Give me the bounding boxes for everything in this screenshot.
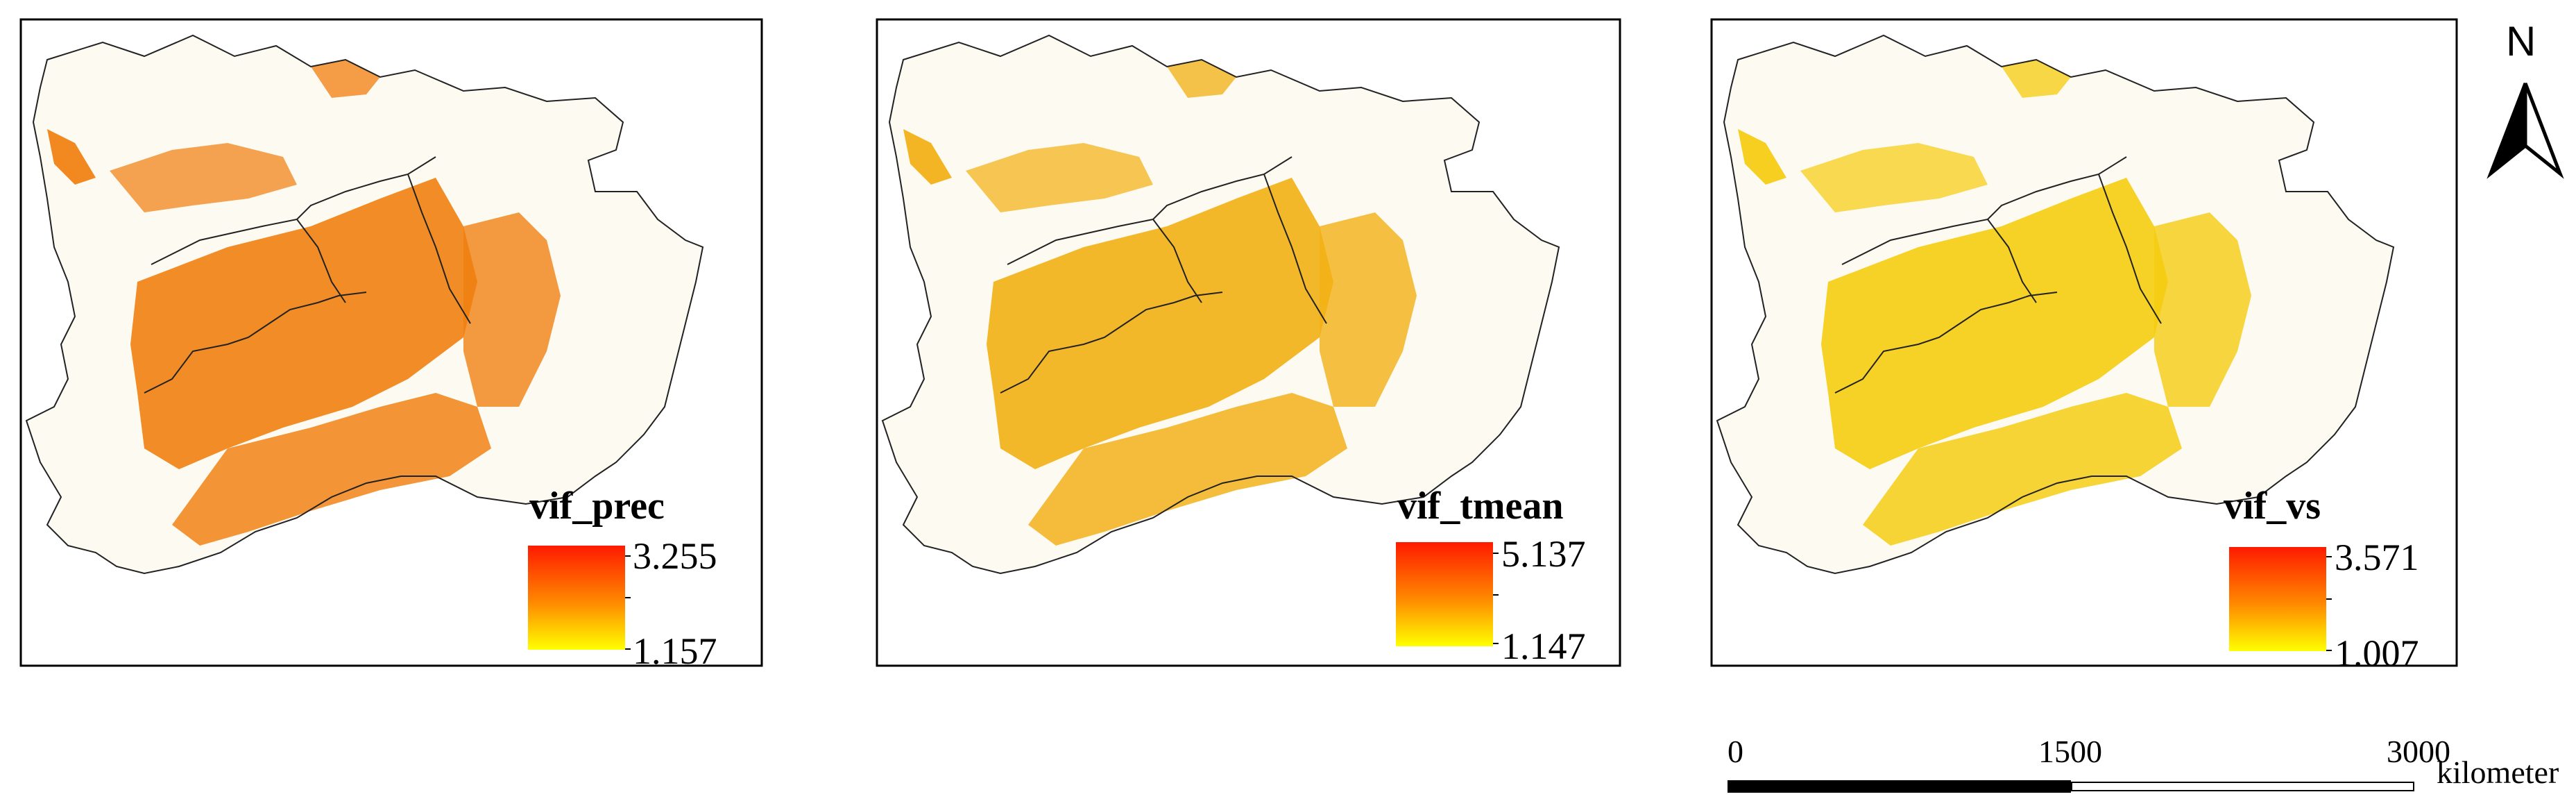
scale-bar: 0 1500 3000 kilometer [1728, 734, 2559, 805]
raster-patch [2154, 212, 2251, 407]
map-frame-prec [19, 18, 763, 667]
province-boundary [2098, 174, 2162, 324]
legend-title-vs: vif_vs [2224, 485, 2321, 528]
legend-max-tmean: 5.137 [1501, 533, 1586, 575]
legend-tick-mid-vs [2326, 598, 2332, 600]
raster-patch [1821, 178, 2168, 469]
map-panel-vs: vif_vs 3.571 1.007 [1710, 18, 2458, 672]
legend-tick-mid-tmean [1493, 594, 1499, 596]
raster-patch [110, 143, 297, 212]
map-frame-tmean [876, 18, 1621, 667]
scale-tick-3000: 3000 [2387, 734, 2450, 769]
province-boundary [1007, 156, 1293, 265]
province-boundary [407, 174, 471, 324]
legend-tick-mid-prec [625, 597, 631, 598]
raster-patch [1167, 60, 1236, 98]
legend-min-tmean: 1.147 [1501, 625, 1586, 667]
province-boundary [151, 156, 436, 265]
legend-colorbar-tmean [1396, 542, 1493, 646]
scale-unit: kilometer [2437, 755, 2559, 790]
province-boundary [1834, 292, 2058, 394]
scale-tick-1500: 1500 [2038, 734, 2102, 769]
north-arrow-icon [2487, 83, 2564, 179]
raster-patch [311, 60, 380, 98]
legend-tick-max-vs [2326, 556, 2332, 557]
raster-patch [903, 129, 952, 185]
province-boundary [1987, 219, 2037, 303]
raster-patch [966, 143, 1153, 212]
scale-tick-0: 0 [1728, 734, 1743, 769]
province-boundary [1152, 219, 1202, 303]
legend-min-vs: 1.007 [2335, 632, 2419, 674]
region-outline [1716, 34, 2395, 575]
legend-colorbar-prec [528, 546, 625, 650]
raster-patch [1800, 143, 1988, 212]
region-outline [25, 34, 704, 575]
raster-patch [172, 393, 491, 546]
legend-tick-max-tmean [1493, 553, 1499, 554]
province-boundary [296, 219, 346, 303]
province-boundary [144, 292, 367, 394]
legend-title-tmean: vif_tmean [1397, 485, 1564, 528]
north-label: N [2506, 18, 2536, 65]
raster-patch [987, 178, 1333, 469]
scale-segment-filled [1728, 780, 2071, 793]
legend-max-vs: 3.571 [2335, 537, 2419, 578]
legend-tick-max-prec [625, 555, 631, 557]
raster-patch [463, 212, 561, 407]
map-frame-vs [1710, 18, 2458, 667]
map-panel-tmean: vif_tmean 5.137 1.147 [876, 18, 1621, 667]
map-panel-prec: vif_prec 3.255 1.157 [19, 18, 763, 672]
legend-tick-min-prec [625, 648, 631, 650]
raster-patch [1320, 212, 1417, 407]
legend-tick-min-vs [2326, 650, 2332, 651]
province-boundary [1263, 174, 1327, 324]
raster-patch [1028, 393, 1347, 546]
raster-patch [130, 178, 477, 469]
raster-patch [2002, 60, 2071, 98]
raster-patch [1738, 129, 1786, 185]
legend-min-prec: 1.157 [633, 630, 717, 672]
legend-colorbar-vs [2229, 547, 2326, 651]
map-layer [1710, 18, 2458, 667]
province-boundary [1841, 156, 2127, 265]
map-layer [19, 18, 763, 667]
raster-patch [1863, 393, 2182, 546]
legend-title-prec: vif_prec [529, 485, 665, 528]
legend-max-prec: 3.255 [633, 535, 717, 577]
raster-patch [47, 129, 96, 185]
map-layer [876, 18, 1621, 667]
province-boundary [1000, 292, 1223, 394]
region-outline [881, 34, 1560, 575]
legend-tick-min-tmean [1493, 643, 1499, 644]
scale-segment-empty [2071, 782, 2414, 791]
